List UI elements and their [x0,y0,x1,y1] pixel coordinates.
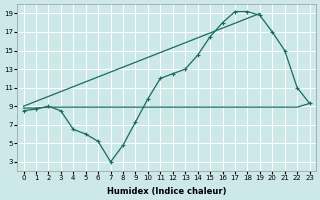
X-axis label: Humidex (Indice chaleur): Humidex (Indice chaleur) [107,187,226,196]
